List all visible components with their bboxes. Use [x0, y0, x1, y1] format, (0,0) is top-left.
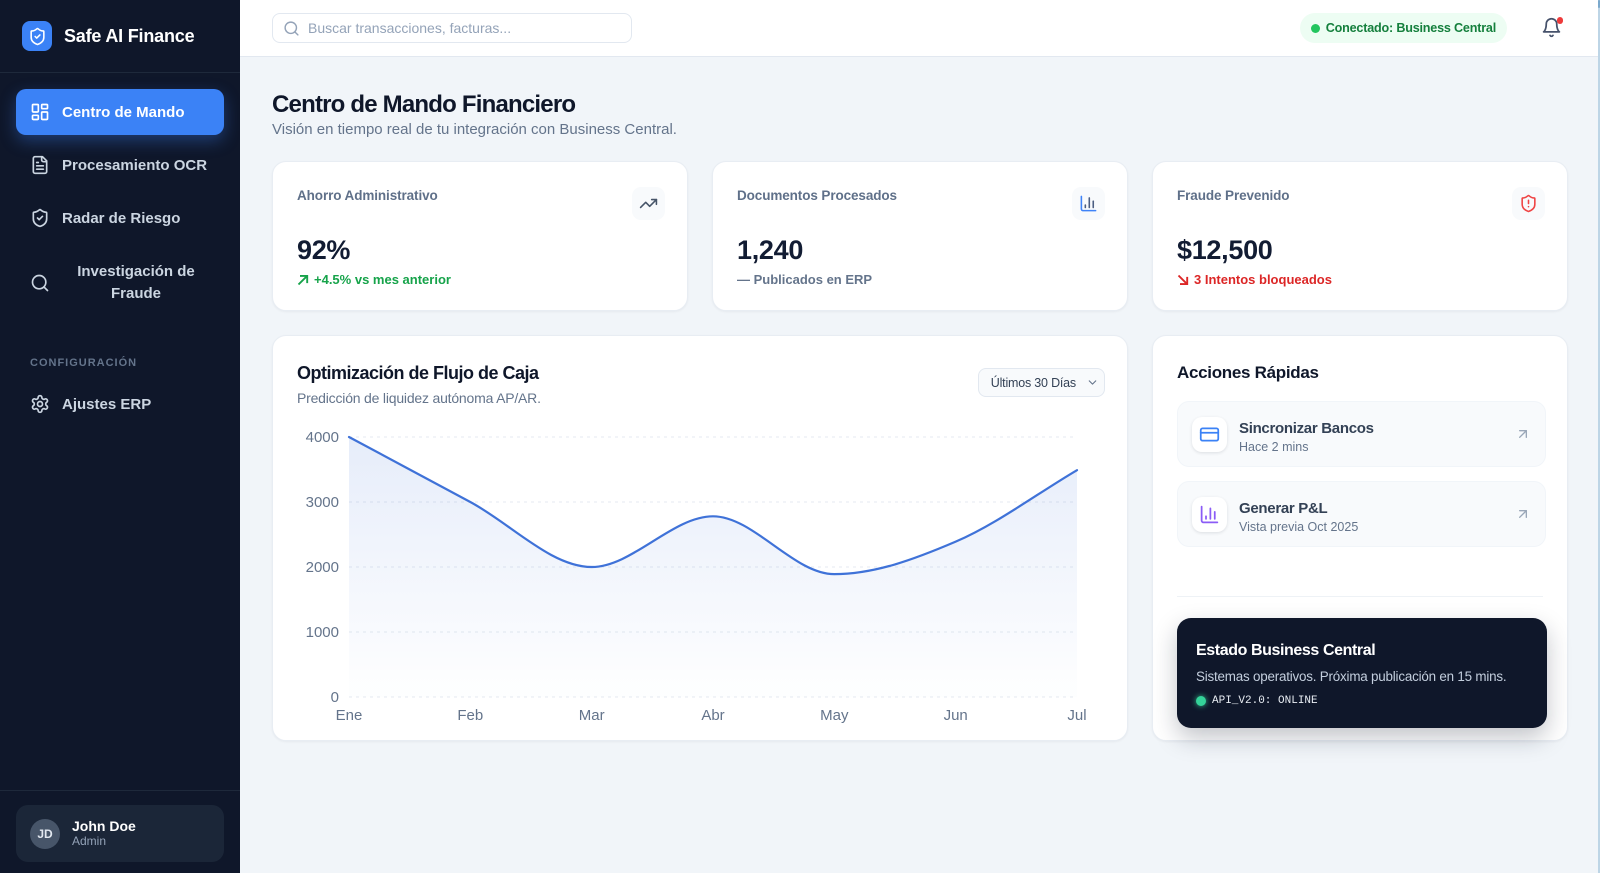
svg-text:May: May — [820, 707, 849, 724]
svg-text:Abr: Abr — [701, 707, 724, 724]
svg-text:0: 0 — [331, 689, 339, 706]
svg-text:3000: 3000 — [306, 494, 339, 511]
svg-text:4000: 4000 — [306, 429, 339, 446]
svg-text:2000: 2000 — [306, 559, 339, 576]
svg-text:Feb: Feb — [457, 707, 483, 724]
svg-text:Ene: Ene — [336, 707, 363, 724]
svg-text:Jun: Jun — [944, 707, 968, 724]
svg-text:Jul: Jul — [1067, 707, 1086, 724]
svg-text:Mar: Mar — [579, 707, 605, 724]
svg-text:1000: 1000 — [306, 624, 339, 641]
